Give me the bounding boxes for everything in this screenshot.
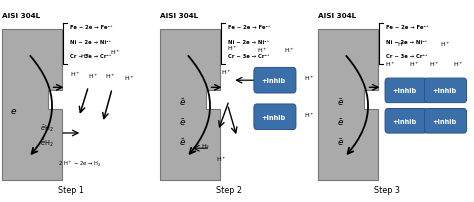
Text: Cr − 3e → Cr³⁺: Cr − 3e → Cr³⁺: [70, 54, 111, 59]
Text: H$^+$: H$^+$: [220, 68, 231, 77]
FancyBboxPatch shape: [425, 79, 466, 103]
Text: AISI 304L: AISI 304L: [1, 13, 40, 19]
Text: H$^+$: H$^+$: [216, 155, 227, 164]
Text: H$^+$: H$^+$: [227, 44, 237, 53]
Text: H$^+$: H$^+$: [124, 74, 135, 83]
Text: $\bar{e}$: $\bar{e}$: [337, 96, 344, 107]
Text: H$^+$: H$^+$: [80, 52, 91, 61]
FancyBboxPatch shape: [385, 109, 427, 133]
Text: H$^+$: H$^+$: [71, 70, 81, 79]
Text: H$^+$: H$^+$: [304, 74, 315, 83]
Text: $\bar{e}$: $\bar{e}$: [179, 96, 186, 107]
Text: +Inhib: +Inhib: [261, 114, 285, 120]
Text: AISI 304L: AISI 304L: [160, 13, 198, 19]
Text: $\bar{e}$: $\bar{e}$: [337, 137, 344, 147]
Text: H$^+$: H$^+$: [385, 60, 396, 69]
Text: H$^+$: H$^+$: [398, 40, 408, 48]
Text: H$^+$: H$^+$: [304, 110, 315, 119]
Text: $\bar{e}$: $\bar{e}$: [179, 116, 186, 127]
Text: 2 H$^+$ − 2e → H$_2$: 2 H$^+$ − 2e → H$_2$: [58, 159, 102, 168]
Text: +Inhib: +Inhib: [432, 118, 456, 124]
Text: e: e: [11, 106, 17, 115]
Text: +Inhib: +Inhib: [392, 88, 417, 94]
Text: $\bar{e}$: $\bar{e}$: [179, 137, 186, 147]
Text: H$^+$: H$^+$: [110, 48, 121, 57]
FancyBboxPatch shape: [254, 68, 296, 94]
Text: $\bar{e}$: $\bar{e}$: [337, 116, 344, 127]
Text: H$^+$: H$^+$: [453, 60, 464, 69]
Text: +Inhib: +Inhib: [392, 118, 417, 124]
Text: $\bar{e}$H$_2$: $\bar{e}$H$_2$: [39, 123, 53, 134]
FancyBboxPatch shape: [425, 109, 466, 133]
Text: Cr − 3e → Cr³⁺: Cr − 3e → Cr³⁺: [228, 54, 269, 59]
Text: $\bar{e}$H$_2$: $\bar{e}$H$_2$: [39, 138, 53, 149]
Text: H$_2$: H$_2$: [201, 141, 210, 150]
Text: +Inhib: +Inhib: [432, 88, 456, 94]
Text: H$^+$: H$^+$: [88, 72, 99, 81]
Text: H$^+$: H$^+$: [429, 60, 440, 69]
Text: H$^+$: H$^+$: [257, 46, 268, 55]
Polygon shape: [1, 30, 62, 180]
Text: Step 3: Step 3: [374, 185, 400, 194]
Text: Ni − 2e → Ni²⁺: Ni − 2e → Ni²⁺: [385, 39, 427, 44]
FancyBboxPatch shape: [254, 104, 296, 130]
Text: Ni − 2e → Ni²⁺: Ni − 2e → Ni²⁺: [70, 39, 111, 44]
Text: Step 2: Step 2: [216, 185, 242, 194]
Text: Ni − 2e → Ni²⁺: Ni − 2e → Ni²⁺: [228, 39, 269, 44]
Text: AISI 304L: AISI 304L: [318, 13, 356, 19]
Text: Cr − 3e → Cr³⁺: Cr − 3e → Cr³⁺: [385, 54, 427, 59]
Text: Fe − 2e → Fe²⁺: Fe − 2e → Fe²⁺: [385, 25, 428, 30]
Text: Fe − 2e → Fe²⁺: Fe − 2e → Fe²⁺: [228, 25, 270, 30]
Text: Step 1: Step 1: [58, 185, 84, 194]
Text: Fe − 2e → Fe²⁺: Fe − 2e → Fe²⁺: [70, 25, 112, 30]
Text: H$^+$: H$^+$: [105, 72, 116, 81]
FancyBboxPatch shape: [385, 79, 427, 103]
Text: H$^+$: H$^+$: [440, 40, 451, 48]
Polygon shape: [160, 30, 219, 180]
Text: H$^+$: H$^+$: [409, 60, 419, 69]
Polygon shape: [318, 30, 378, 180]
Text: H$^+$: H$^+$: [284, 46, 294, 55]
Text: +Inhib: +Inhib: [261, 78, 285, 84]
